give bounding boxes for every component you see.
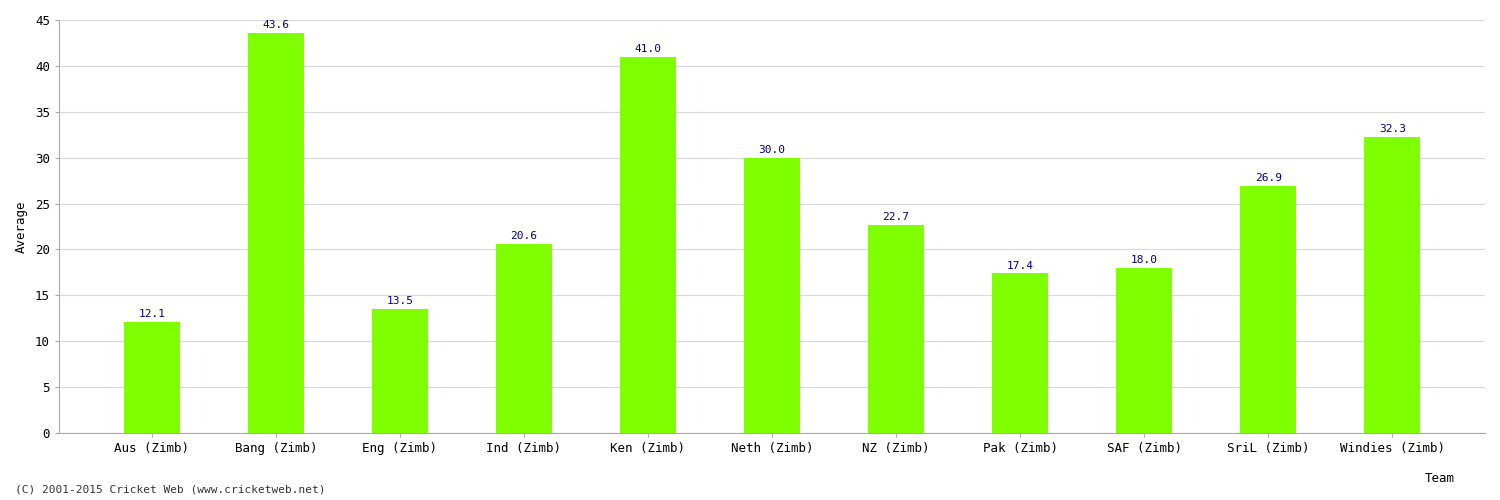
Text: 17.4: 17.4	[1007, 260, 1034, 270]
Text: 12.1: 12.1	[138, 309, 165, 319]
Text: 18.0: 18.0	[1131, 255, 1158, 265]
Text: 41.0: 41.0	[634, 44, 662, 54]
Text: 43.6: 43.6	[262, 20, 290, 30]
Text: Team: Team	[1425, 472, 1455, 486]
Bar	[1116, 268, 1172, 433]
Bar	[620, 56, 676, 433]
Text: 22.7: 22.7	[882, 212, 909, 222]
Bar	[992, 274, 1048, 433]
Text: 13.5: 13.5	[387, 296, 414, 306]
Bar	[372, 309, 427, 433]
Text: (C) 2001-2015 Cricket Web (www.cricketweb.net): (C) 2001-2015 Cricket Web (www.cricketwe…	[15, 485, 326, 495]
Text: 26.9: 26.9	[1254, 174, 1281, 184]
Bar	[868, 224, 924, 433]
Bar	[496, 244, 552, 433]
Bar	[1240, 186, 1296, 433]
Y-axis label: Average: Average	[15, 200, 28, 252]
Bar	[124, 322, 180, 433]
Bar	[248, 33, 303, 433]
Text: 32.3: 32.3	[1378, 124, 1406, 134]
Text: 30.0: 30.0	[759, 145, 786, 155]
Text: 20.6: 20.6	[510, 231, 537, 241]
Bar	[1365, 136, 1420, 433]
Bar	[744, 158, 800, 433]
